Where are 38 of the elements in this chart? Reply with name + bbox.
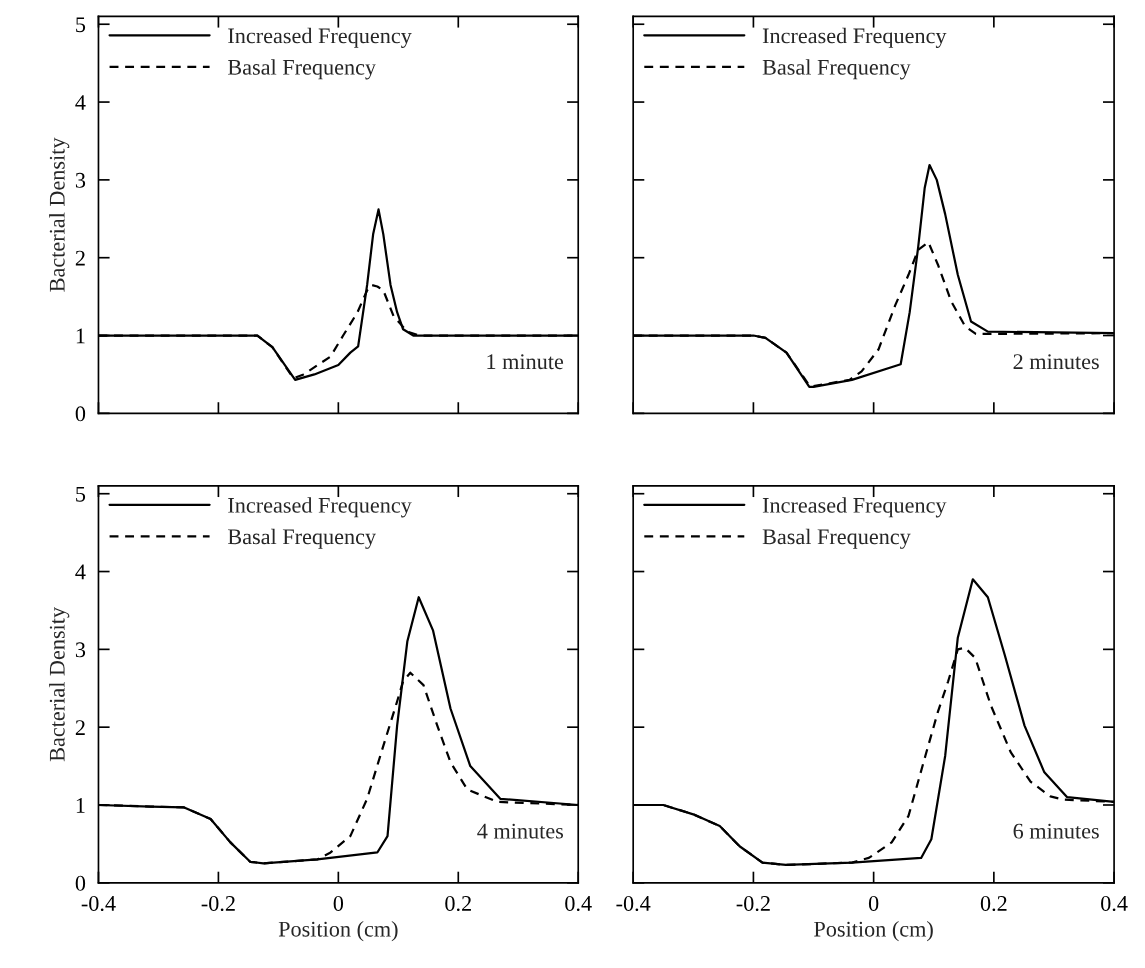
y-tick-label: 4 bbox=[75, 95, 86, 110]
legend-label: Basal Frequency bbox=[228, 59, 376, 80]
x-tick-label: 0.2 bbox=[445, 895, 471, 912]
y-tick-label: 0 bbox=[75, 875, 86, 891]
legend-label: Increased Frequency bbox=[762, 497, 947, 518]
y-axis-title: Bacterial Density bbox=[49, 607, 70, 762]
annotation: 2 minutes bbox=[1013, 354, 1099, 370]
legend-label: Basal Frequency bbox=[228, 528, 376, 549]
legend-label: Increased Frequency bbox=[228, 27, 412, 48]
annotation: 1 minute bbox=[487, 354, 564, 370]
x-axis-title: Position (cm) bbox=[278, 921, 398, 942]
x-tick-label: -0.4 bbox=[81, 895, 116, 912]
legend-label: Basal Frequency bbox=[762, 528, 911, 549]
y-tick-label: 4 bbox=[75, 564, 86, 580]
x-tick-label: 0 bbox=[333, 895, 344, 911]
y-tick-label: 3 bbox=[75, 642, 86, 658]
y-axis-title: Bacterial Density bbox=[49, 137, 70, 292]
legend-label: Basal Frequency bbox=[762, 59, 911, 80]
legend-label: Increased Frequency bbox=[228, 497, 412, 518]
annotation: 4 minutes bbox=[477, 823, 564, 839]
x-tick-label: -0.2 bbox=[201, 895, 235, 912]
y-tick-label: 1 bbox=[76, 328, 85, 344]
y-tick-label: 5 bbox=[76, 17, 86, 33]
y-tick-label: 1 bbox=[76, 798, 85, 813]
y-tick-label: 2 bbox=[75, 250, 85, 266]
x-tick-label: 0 bbox=[868, 895, 879, 911]
legend-label: Increased Frequency bbox=[762, 27, 947, 48]
annotation: 6 minutes bbox=[1013, 823, 1099, 839]
x-tick-label: 0.4 bbox=[565, 895, 592, 912]
y-tick-label: 0 bbox=[75, 406, 86, 422]
y-tick-label: 2 bbox=[75, 720, 85, 735]
x-tick-label: -0.4 bbox=[616, 895, 651, 912]
x-axis-title: Position (cm) bbox=[814, 921, 933, 942]
y-tick-label: 5 bbox=[76, 486, 86, 502]
x-tick-label: -0.2 bbox=[736, 895, 770, 912]
x-tick-label: 0.4 bbox=[1101, 895, 1128, 912]
x-tick-label: 0.2 bbox=[980, 895, 1007, 912]
y-tick-label: 3 bbox=[75, 172, 86, 188]
